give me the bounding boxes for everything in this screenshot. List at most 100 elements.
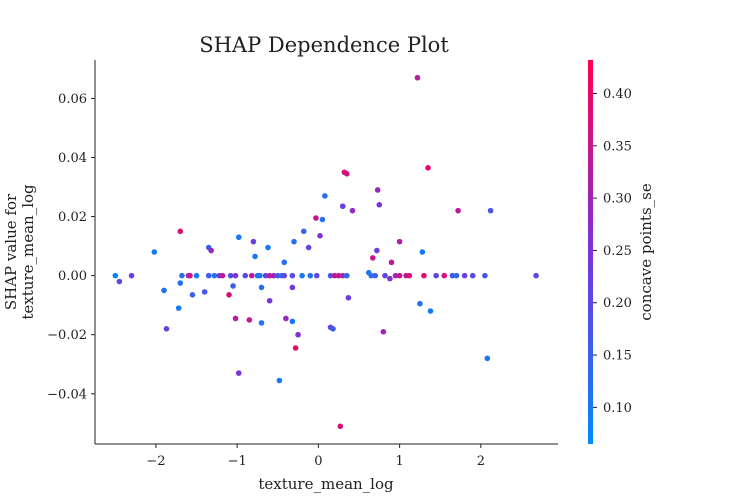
- scatter-point: [230, 283, 236, 289]
- scatter-point: [179, 272, 185, 279]
- scatter-point: [250, 238, 257, 245]
- x-tick-label: 1: [395, 454, 403, 469]
- x-axis-label: texture_mean_log: [258, 475, 394, 493]
- scatter-point: [201, 289, 208, 295]
- scatter-point: [425, 165, 431, 171]
- x-tick-label: 2: [477, 454, 485, 469]
- scatter-point: [266, 297, 273, 304]
- scatter-point: [387, 275, 393, 282]
- scatter-point: [289, 318, 296, 325]
- x-tick-label: −1: [228, 454, 247, 469]
- scatter-point: [337, 423, 344, 430]
- scatter-point: [374, 187, 381, 193]
- scatter-point: [396, 238, 403, 245]
- chart-title: SHAP Dependence Plot: [199, 33, 449, 57]
- scatter-point: [392, 272, 399, 279]
- scatter-point: [246, 317, 253, 323]
- scatter-point: [406, 272, 413, 279]
- scatter-point: [372, 272, 379, 279]
- scatter-point: [380, 328, 387, 335]
- scatter-point: [374, 247, 380, 254]
- scatter-point: [396, 272, 403, 279]
- colorbar: [588, 60, 593, 444]
- scatter-point: [344, 272, 350, 279]
- scatter-points: [112, 74, 539, 430]
- scatter-point: [313, 215, 319, 221]
- scatter-point: [128, 272, 135, 279]
- scatter-point: [469, 272, 476, 279]
- scatter-point: [208, 247, 214, 254]
- scatter-point: [339, 272, 346, 279]
- scatter-point: [305, 244, 312, 251]
- scatter-point: [331, 272, 338, 279]
- scatter-point: [313, 272, 320, 279]
- scatter-point: [330, 326, 336, 332]
- y-tick-label: 0.02: [58, 210, 87, 225]
- scatter-point: [376, 201, 383, 208]
- scatter-point: [258, 284, 265, 291]
- scatter-point: [461, 272, 468, 279]
- scatter-point: [365, 269, 372, 276]
- x-tick-label: −2: [146, 454, 165, 469]
- scatter-point: [219, 272, 226, 279]
- scatter-point: [163, 326, 170, 332]
- x-tick-label: 0: [314, 454, 322, 469]
- scatter-point: [112, 272, 119, 279]
- scatter-point: [345, 294, 352, 301]
- scatter-point: [327, 272, 334, 279]
- scatter-point: [232, 272, 239, 279]
- colorbar-tick-label: 0.35: [603, 139, 632, 154]
- y-tick-label: 0.06: [58, 92, 87, 107]
- scatter-point: [455, 207, 461, 214]
- colorbar-tick-label: 0.10: [603, 401, 632, 416]
- colorbar-tick-label: 0.25: [603, 244, 632, 259]
- scatter-point: [339, 203, 346, 210]
- scatter-point: [226, 292, 232, 298]
- scatter-point: [274, 272, 281, 279]
- scatter-point: [193, 272, 200, 279]
- scatter-point: [258, 320, 265, 326]
- scatter-point: [248, 272, 255, 279]
- scatter-point: [266, 272, 273, 279]
- colorbar-tick-label: 0.40: [603, 87, 632, 102]
- colorbar-label: concave points_se: [637, 183, 655, 321]
- y-axis-label-line-2: texture_mean_log: [19, 184, 37, 320]
- scatter-point: [252, 253, 258, 260]
- scatter-point: [307, 272, 314, 279]
- scatter-point: [414, 74, 421, 81]
- scatter-point: [242, 272, 249, 279]
- scatter-point: [187, 272, 193, 279]
- scatter-point: [382, 272, 388, 279]
- scatter-point: [151, 249, 158, 255]
- scatter-point: [453, 272, 460, 279]
- scatter-point: [299, 272, 305, 279]
- scatter-point: [175, 305, 182, 311]
- scatter-point: [161, 287, 167, 294]
- colorbar-tick-label: 0.20: [603, 296, 632, 311]
- y-axis-ticks: −0.04 −0.02 0.00 0.02 0.04 0.06: [47, 92, 95, 402]
- scatter-point: [283, 315, 289, 322]
- scatter-point: [291, 238, 297, 245]
- scatter-point: [227, 272, 234, 279]
- scatter-point: [370, 255, 376, 261]
- scatter-point: [281, 259, 288, 266]
- scatter-point: [427, 308, 434, 314]
- scatter-point: [319, 216, 326, 223]
- scatter-point: [177, 280, 184, 286]
- scatter-point: [289, 272, 296, 279]
- scatter-point: [417, 300, 423, 307]
- scatter-point: [116, 278, 123, 285]
- scatter-point: [265, 244, 271, 251]
- y-tick-label: −0.04: [47, 387, 87, 402]
- scatter-point: [349, 207, 356, 214]
- scatter-point: [533, 272, 539, 279]
- x-axis-ticks: −2 −1 0 1 2: [146, 444, 485, 469]
- scatter-point: [177, 228, 184, 235]
- y-axis-label: SHAP value for texture_mean_log: [2, 184, 37, 320]
- scatter-point: [449, 272, 456, 279]
- scatter-point: [484, 355, 491, 362]
- y-axis-label-line-1: SHAP value for: [2, 193, 20, 310]
- scatter-point: [189, 292, 196, 298]
- scatter-point: [433, 272, 439, 279]
- colorbar-tick-label: 0.30: [603, 192, 632, 207]
